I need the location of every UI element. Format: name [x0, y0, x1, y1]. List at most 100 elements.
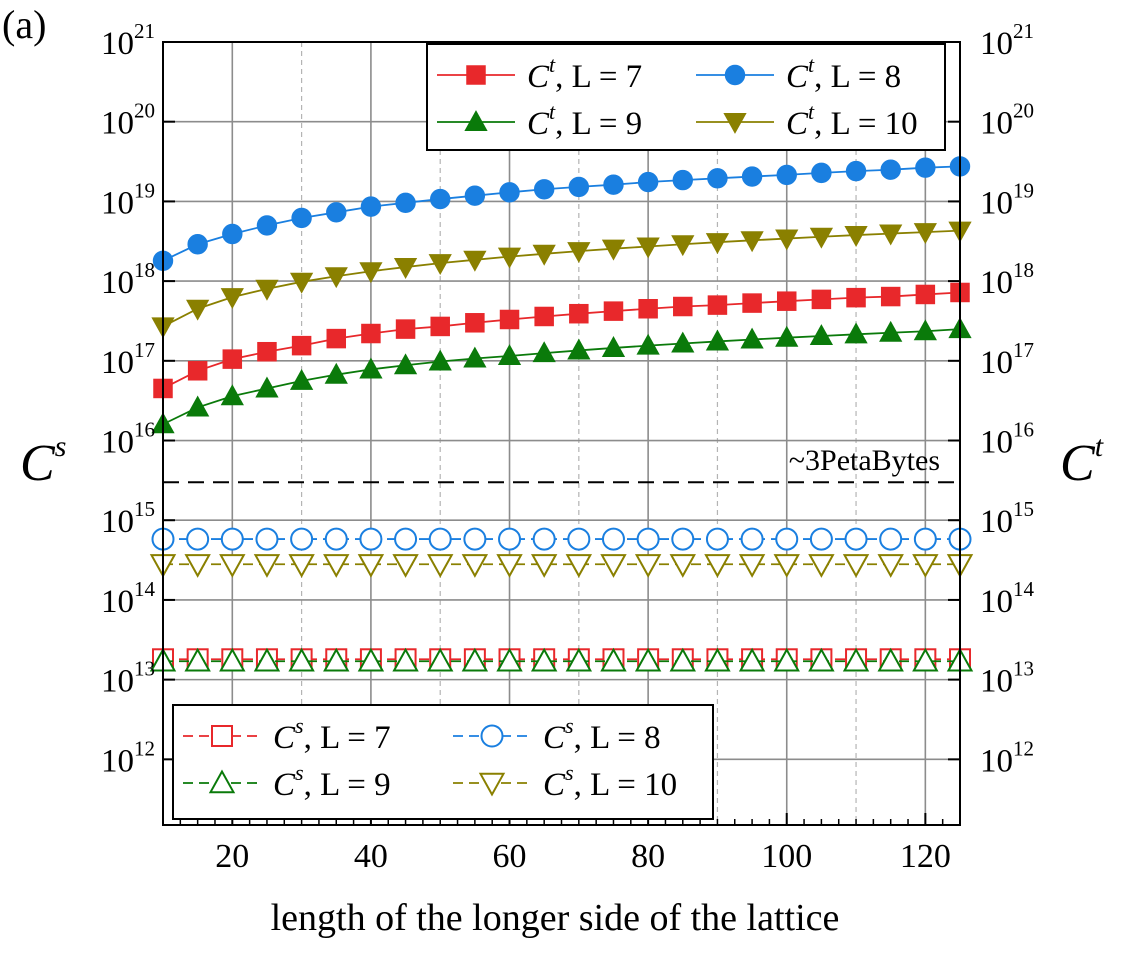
legend-label-sup: t [808, 52, 815, 77]
data-point [392, 554, 419, 578]
data-point [672, 169, 693, 191]
legend-label: Ct, L = 9 [527, 99, 642, 142]
data-point [842, 647, 870, 672]
y-tick-base: 10 [101, 265, 134, 301]
data-point [808, 554, 835, 578]
data-point [707, 168, 728, 189]
data-point [877, 647, 904, 672]
data-point [392, 647, 419, 672]
panel-label: (a) [2, 2, 46, 47]
data-point [222, 223, 243, 245]
data-point [567, 338, 591, 360]
legend-item: Ct, L = 9 [437, 99, 642, 142]
y-tick-base: 10 [980, 504, 1013, 540]
y-tick-base: 10 [101, 664, 134, 700]
y-axis-label-right-symbol: C [1060, 435, 1096, 492]
data-point [255, 279, 279, 301]
legend-box [172, 704, 714, 820]
y-tick-base: 10 [101, 743, 134, 779]
data-point [811, 289, 832, 310]
data-point [530, 554, 558, 578]
legend-label-symbol: C [543, 720, 566, 756]
data-point [913, 319, 937, 341]
data-point [255, 527, 279, 551]
y-axis-label-right-sup: t [1095, 430, 1104, 463]
y-tick-base: 10 [980, 743, 1013, 779]
data-point [637, 171, 659, 193]
y-tick-label-left: 1014 [101, 577, 156, 620]
legend-label: Ct, L = 10 [786, 99, 918, 142]
data-point [740, 527, 764, 551]
data-point [184, 554, 211, 578]
data-point [255, 376, 279, 398]
data-point [256, 215, 278, 236]
legend-label: Cs, L = 9 [273, 760, 391, 803]
data-point [361, 323, 381, 344]
y-tick-exponent: 18 [1013, 258, 1034, 282]
y-tick-label-left: 1019 [101, 178, 155, 221]
data-point [534, 306, 554, 327]
data-point [569, 303, 589, 324]
y-tick-label-right: 1020 [980, 99, 1034, 142]
data-point [636, 527, 660, 551]
data-point [600, 554, 627, 578]
x-tick-label: 40 [354, 838, 388, 875]
data-point [359, 357, 383, 379]
y-tick-label-left: 1012 [101, 736, 155, 779]
legend-item: Cs, L = 7 [183, 713, 391, 756]
y-tick-label-left: 1021 [101, 19, 155, 62]
series-s-6 [149, 647, 974, 672]
legend-label-sup: t [549, 52, 556, 77]
data-point [776, 164, 797, 186]
data-point [428, 349, 452, 371]
legend-item: Ct, L = 10 [696, 99, 918, 142]
legend-swatch-marker [211, 725, 233, 747]
y-tick-label-left: 1020 [101, 99, 155, 142]
data-point [915, 284, 936, 305]
x-tick-label: 80 [631, 838, 665, 875]
legend-label-symbol: C [527, 59, 550, 95]
series-t-2 [151, 317, 972, 434]
data-point [427, 554, 454, 578]
y-tick-base: 10 [980, 106, 1013, 142]
data-point [288, 554, 315, 578]
y-tick-exponent: 17 [134, 338, 155, 362]
data-point [497, 247, 522, 269]
data-point [465, 313, 485, 333]
series-line [162, 328, 961, 426]
data-point [877, 554, 904, 578]
data-point [464, 185, 486, 206]
y-tick-exponent: 15 [1013, 497, 1034, 521]
data-point [846, 287, 866, 308]
data-point [844, 322, 868, 344]
data-point [601, 239, 626, 261]
data-point [496, 647, 523, 672]
data-point [842, 554, 870, 578]
series-s-5 [151, 527, 972, 551]
y-tick-base: 10 [101, 345, 134, 381]
y-tick-exponent: 14 [1013, 577, 1035, 601]
data-point [879, 320, 903, 342]
y-tick-exponent: 12 [134, 736, 155, 760]
data-point [533, 179, 555, 200]
data-point [673, 296, 693, 317]
y-tick-exponent: 21 [1013, 19, 1034, 43]
data-point [601, 336, 626, 357]
legend-item: Cs, L = 9 [183, 760, 391, 803]
legend-swatch-marker [466, 65, 486, 85]
legend-label-sup: t [808, 99, 815, 124]
data-point [740, 327, 764, 349]
data-point [324, 362, 348, 384]
data-point [324, 267, 348, 289]
data-point [393, 353, 418, 375]
y-tick-exponent: 12 [1013, 736, 1034, 760]
legend-label-text: , L = 10 [814, 106, 918, 142]
data-point [496, 554, 523, 578]
data-point [915, 157, 936, 178]
data-point [704, 647, 731, 672]
legend-swatch-marker [724, 64, 746, 86]
y-tick-exponent: 17 [1013, 338, 1034, 362]
data-point [360, 196, 382, 217]
legend-label-sup: s [565, 760, 574, 785]
